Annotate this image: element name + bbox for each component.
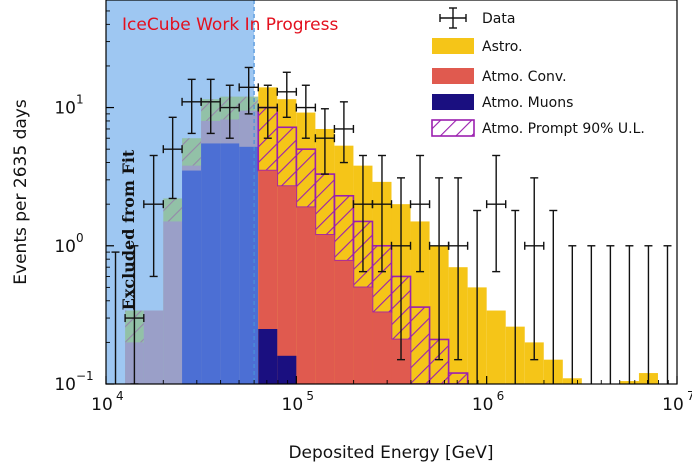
data-point: [390, 177, 412, 361]
upper-limit: [473, 209, 482, 384]
y-tick-exponent: 1: [76, 93, 84, 107]
x-tick-label: 10: [472, 395, 494, 415]
data-point: [124, 245, 145, 384]
prompt-bar: [333, 194, 355, 262]
excluded-bars: [125, 96, 259, 384]
annotation: IceCube Work In Progress: [122, 15, 338, 35]
x-tick: 10 5: [282, 376, 314, 415]
y-tick-exponent: 0: [76, 231, 84, 245]
muon-bar: [277, 355, 297, 384]
data-point: [485, 154, 507, 273]
conv-bar: [296, 207, 316, 384]
excluded-prompt-hatch-bar: [182, 138, 202, 166]
upper-limit: [568, 245, 577, 384]
data-point: [162, 116, 183, 200]
x-tick-label: 10: [662, 395, 684, 415]
plot-frame: [105, 0, 678, 385]
excluded-muon-bar: [239, 146, 259, 384]
plot-area: [106, 0, 672, 384]
y-axis-label: Events per 2635 days: [11, 99, 31, 285]
x-tick-exponent: 7: [687, 389, 692, 403]
x-tick: 10 7: [662, 376, 692, 415]
x-tick-exponent: 4: [116, 389, 124, 403]
conv-bar: [277, 186, 297, 384]
data-point: [238, 66, 259, 115]
conv-bar: [372, 312, 392, 384]
upper-limit: [511, 209, 520, 384]
legend-item-prompt: Atmo. Prompt 90% U.L.: [431, 119, 645, 137]
data-point: [371, 154, 393, 273]
legend: Data Astro. Atmo. Conv. Atmo. Muons Atmo. Pr…: [431, 7, 645, 137]
excluded-main-bar: [143, 310, 164, 384]
upper-limit: [549, 209, 558, 384]
excluded-main-bar: [163, 221, 183, 384]
data-point: [276, 71, 298, 119]
astro-bar: [524, 342, 544, 384]
conv-bar: [391, 339, 411, 384]
legend-label: Atmo. Muons: [482, 95, 573, 111]
y-tick: 10 −1: [54, 369, 114, 395]
legend-label: Atmo. Conv.: [482, 69, 567, 85]
data-point: [219, 84, 240, 139]
upper-limit: [663, 245, 672, 384]
upper-limit: [606, 245, 615, 384]
muon-bars: [258, 328, 297, 384]
legend-label: Atmo. Prompt 90% U.L.: [482, 121, 645, 137]
y-tick-exponent: −1: [76, 369, 94, 383]
legend-label: Data: [482, 11, 515, 27]
prompt-bar: [295, 148, 317, 209]
x-tick-label: 10: [282, 395, 304, 415]
excluded-muon-bar: [182, 170, 202, 384]
conv-bar: [315, 234, 335, 384]
legend-label: Astro.: [482, 39, 523, 55]
upper-limit: [587, 245, 596, 384]
legend-item-muon: Atmo. Muons: [432, 94, 573, 111]
x-tick: 10 6: [472, 376, 504, 415]
prompt-bar: [276, 126, 298, 187]
x-tick-exponent: 5: [306, 389, 314, 403]
y-tick: 10 1: [54, 93, 114, 119]
x-axis: 10 4 10 5 10 6 10 7: [91, 376, 692, 415]
x-tick-label: 10: [91, 395, 113, 415]
astro-bar: [486, 310, 506, 384]
x-axis-label: Deposited Energy [GeV]: [288, 443, 493, 463]
x-tick: 10 4: [91, 376, 124, 415]
data-point: [143, 154, 164, 278]
excluded-muon-bar: [220, 143, 240, 384]
y-tick: 10 0: [54, 231, 114, 257]
muon-bar: [258, 328, 278, 384]
data-point: [333, 101, 355, 164]
upper-limit: [625, 245, 634, 384]
data-points: [111, 66, 672, 384]
upper-limit: [644, 245, 653, 384]
y-tick-label: 10: [54, 99, 76, 119]
x-tick-exponent: 6: [497, 389, 505, 403]
legend-item-data: Data: [439, 7, 515, 29]
conv-bar: [334, 260, 354, 384]
data-point: [447, 177, 469, 361]
y-tick-label: 10: [54, 237, 76, 257]
y-tick-label: 10: [54, 375, 76, 395]
prompt-bar: [314, 173, 336, 236]
prompt-bar: [447, 372, 469, 384]
data-point: [409, 154, 431, 273]
prompt-bar: [409, 306, 431, 384]
legend-item-conv: Atmo. Conv.: [432, 68, 567, 85]
conv-bar: [353, 287, 373, 384]
excluded-muon-bar: [201, 143, 221, 384]
excluded-prompt-hatch-bar: [163, 198, 183, 222]
data-point: [295, 84, 317, 139]
legend-item-astro: Astro.: [432, 38, 523, 55]
data-point: [524, 177, 545, 361]
data-point: [314, 108, 336, 175]
upper-limit: [111, 251, 120, 384]
excluded-label: Excluded from Fit: [119, 149, 138, 310]
data-point: [257, 84, 278, 139]
